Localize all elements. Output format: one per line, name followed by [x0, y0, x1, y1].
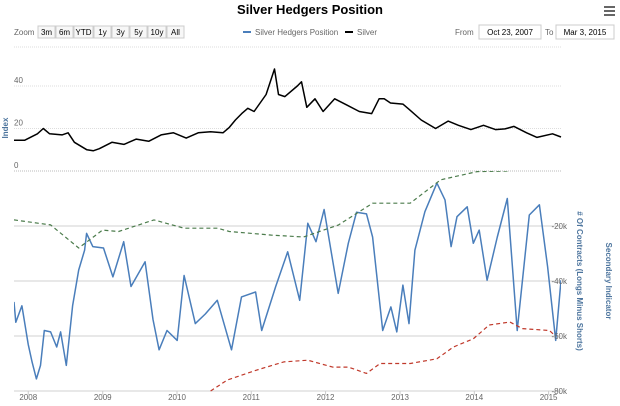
- svg-text:Silver Hedgers Position: Silver Hedgers Position: [255, 28, 338, 37]
- series-line-lower-band: [210, 321, 556, 392]
- x-tick-label: 2013: [391, 393, 409, 402]
- x-tick-label: 2009: [94, 393, 112, 402]
- x-tick-label: 2015: [540, 393, 558, 402]
- svg-text:6m: 6m: [59, 28, 70, 37]
- x-tick-label: 2012: [317, 393, 335, 402]
- zoom-button-6m[interactable]: 6m: [55, 25, 74, 39]
- x-tick-label: 2010: [168, 393, 186, 402]
- svg-text:3m: 3m: [41, 28, 52, 37]
- svg-text:Mar 3, 2015: Mar 3, 2015: [564, 28, 607, 37]
- y-tick-label: 20: [14, 119, 23, 128]
- svg-text:Silver: Silver: [357, 28, 377, 37]
- legend-item-silver[interactable]: Silver: [345, 28, 377, 37]
- svg-text:3y: 3y: [116, 28, 124, 37]
- series-line-upper-band: [14, 171, 510, 249]
- y-axis-title-secondary: Secondary Indicator: [604, 243, 613, 320]
- y-tick-label: 40: [14, 76, 23, 85]
- zoom-button-10y[interactable]: 10y: [147, 25, 167, 39]
- hamburger-menu-icon[interactable]: [604, 6, 615, 16]
- zoom-button-1y[interactable]: 1y: [93, 25, 112, 39]
- from-date-input[interactable]: Oct 23, 2007: [478, 24, 542, 40]
- series-line-silver: [14, 68, 562, 152]
- y-axis-title-index: Index: [1, 117, 10, 138]
- svg-text:1y: 1y: [98, 28, 106, 37]
- y2-tick-label: -60k: [551, 332, 568, 341]
- y2-tick-label: -20k: [551, 222, 568, 231]
- y2-tick-label: -40k: [551, 277, 568, 286]
- legend-item-hedgers[interactable]: Silver Hedgers Position: [243, 28, 338, 37]
- zoom-button-all[interactable]: All: [166, 25, 185, 39]
- zoom-button-3y[interactable]: 3y: [111, 25, 130, 39]
- zoom-label: Zoom: [14, 28, 35, 37]
- svg-text:5y: 5y: [134, 28, 142, 37]
- x-tick-label: 2014: [465, 393, 483, 402]
- y-tick-label: 0: [14, 161, 19, 170]
- zoom-button-3m[interactable]: 3m: [37, 25, 56, 39]
- svg-text:Oct 23, 2007: Oct 23, 2007: [487, 28, 533, 37]
- zoom-button-5y[interactable]: 5y: [129, 25, 148, 39]
- svg-text:All: All: [171, 28, 180, 37]
- svg-text:10y: 10y: [151, 28, 164, 37]
- zoom-button-ytd[interactable]: YTD: [73, 25, 94, 39]
- to-label: To: [545, 28, 554, 37]
- y-axis-title-contracts: # Of Contracts (Longs Minus Shorts): [575, 211, 584, 351]
- svg-text:YTD: YTD: [76, 28, 92, 37]
- chart-title: Silver Hedgers Position: [237, 2, 383, 17]
- x-tick-label: 2011: [243, 393, 261, 402]
- to-date-input[interactable]: Mar 3, 2015: [555, 24, 615, 40]
- from-label: From: [455, 28, 474, 37]
- series-line-silver-hedgers-position: [14, 182, 561, 380]
- x-tick-label: 2008: [19, 393, 37, 402]
- y2-tick-label: -80k: [551, 387, 568, 396]
